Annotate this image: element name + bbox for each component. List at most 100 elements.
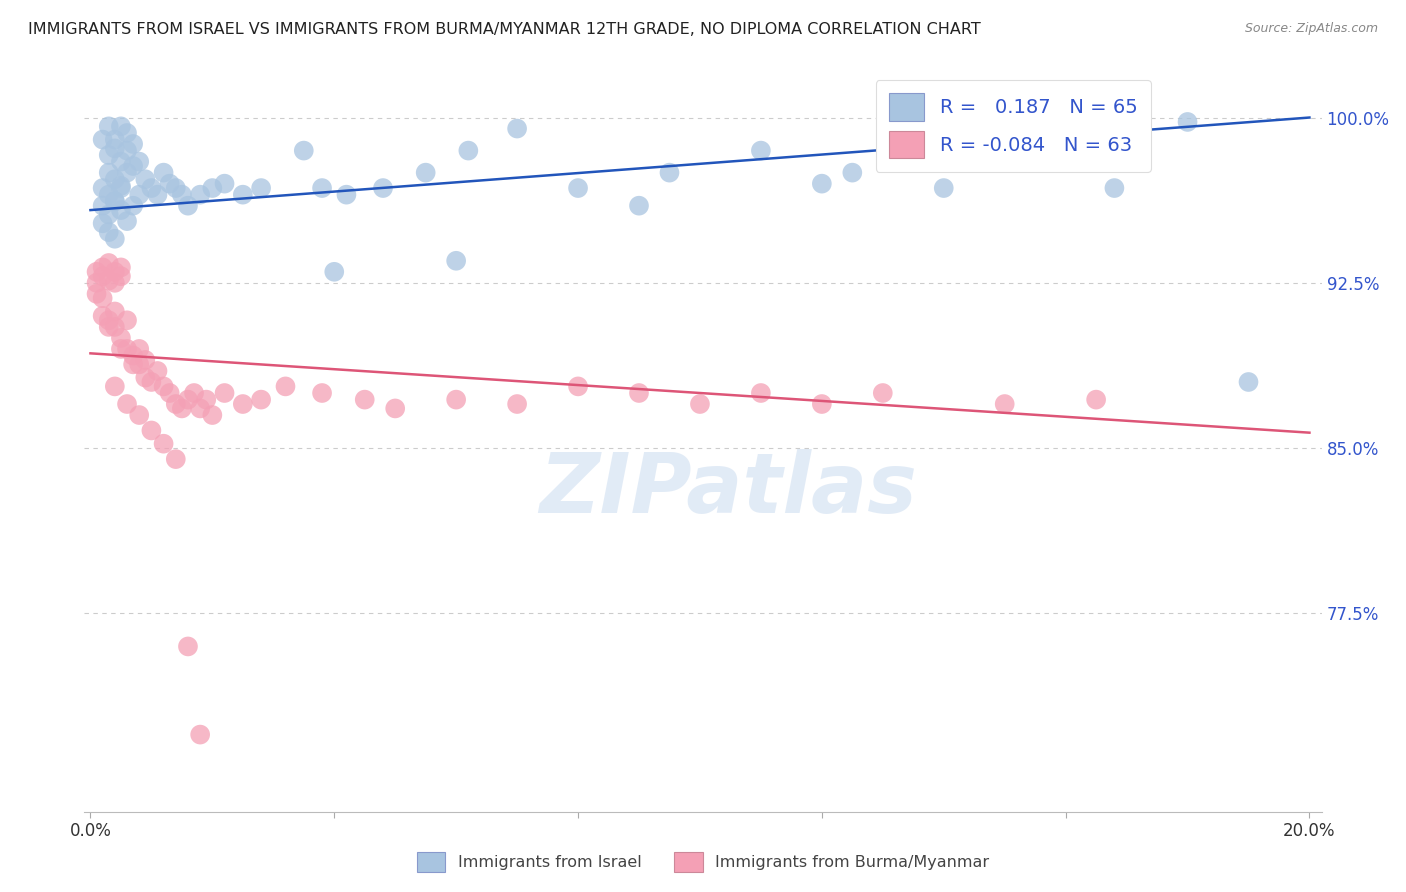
Point xyxy=(311,181,333,195)
Point xyxy=(177,392,200,407)
Point xyxy=(141,181,163,195)
Point xyxy=(188,401,211,416)
Point xyxy=(122,136,145,151)
Point xyxy=(371,181,394,195)
Point xyxy=(872,386,894,401)
Point xyxy=(152,379,174,393)
Point xyxy=(122,199,145,213)
Point xyxy=(110,331,132,345)
Point xyxy=(658,166,681,180)
Point xyxy=(97,148,120,162)
Point xyxy=(567,379,589,393)
Point xyxy=(159,386,181,401)
Point xyxy=(91,269,114,284)
Point xyxy=(97,207,120,221)
Point xyxy=(91,260,114,275)
Point xyxy=(97,256,120,270)
Point xyxy=(97,225,120,239)
Point xyxy=(110,342,132,356)
Point xyxy=(97,319,120,334)
Point xyxy=(128,187,150,202)
Point xyxy=(994,397,1017,411)
Point xyxy=(115,144,138,158)
Point xyxy=(104,194,127,209)
Point xyxy=(91,309,114,323)
Point xyxy=(104,319,127,334)
Point xyxy=(994,115,1017,129)
Point xyxy=(122,357,145,371)
Point xyxy=(141,375,163,389)
Point xyxy=(104,265,127,279)
Point xyxy=(104,172,127,186)
Point xyxy=(110,181,132,195)
Point xyxy=(115,166,138,180)
Point xyxy=(104,194,127,209)
Point xyxy=(170,401,193,416)
Point xyxy=(110,203,132,218)
Point xyxy=(170,187,193,202)
Point xyxy=(749,144,772,158)
Point xyxy=(188,187,211,202)
Point xyxy=(115,397,138,411)
Point xyxy=(311,386,333,401)
Point xyxy=(183,386,205,401)
Point xyxy=(165,181,187,195)
Point xyxy=(152,436,174,450)
Point xyxy=(811,177,834,191)
Point xyxy=(250,392,273,407)
Point xyxy=(292,144,315,158)
Point xyxy=(115,214,138,228)
Point xyxy=(104,232,127,246)
Point xyxy=(811,397,834,411)
Point xyxy=(86,265,108,279)
Point xyxy=(506,121,529,136)
Point xyxy=(177,640,200,654)
Point xyxy=(841,166,863,180)
Point xyxy=(932,181,955,195)
Point xyxy=(97,274,120,288)
Point xyxy=(104,276,127,290)
Point xyxy=(146,187,169,202)
Point xyxy=(104,141,127,155)
Point xyxy=(444,253,467,268)
Point xyxy=(128,357,150,371)
Point xyxy=(141,424,163,438)
Point xyxy=(506,397,529,411)
Point xyxy=(97,313,120,327)
Legend: Immigrants from Israel, Immigrants from Burma/Myanmar: Immigrants from Israel, Immigrants from … xyxy=(409,844,997,880)
Point xyxy=(214,386,236,401)
Point xyxy=(749,386,772,401)
Point xyxy=(134,172,156,186)
Point xyxy=(567,181,589,195)
Point xyxy=(444,392,467,407)
Point xyxy=(91,291,114,305)
Point xyxy=(457,144,479,158)
Point xyxy=(159,177,181,191)
Point xyxy=(128,154,150,169)
Point xyxy=(104,379,127,393)
Point xyxy=(1024,115,1046,129)
Point xyxy=(232,397,254,411)
Text: Source: ZipAtlas.com: Source: ZipAtlas.com xyxy=(1244,22,1378,36)
Point xyxy=(627,386,650,401)
Point xyxy=(110,260,132,275)
Point xyxy=(627,199,650,213)
Point xyxy=(115,313,138,327)
Point xyxy=(91,132,114,146)
Point xyxy=(86,276,108,290)
Point xyxy=(1237,375,1260,389)
Point xyxy=(115,126,138,140)
Point xyxy=(86,286,108,301)
Point xyxy=(1177,115,1199,129)
Point xyxy=(177,199,200,213)
Point xyxy=(97,187,120,202)
Point xyxy=(91,216,114,230)
Point xyxy=(201,181,224,195)
Point xyxy=(188,728,211,742)
Point xyxy=(165,452,187,467)
Point xyxy=(1115,115,1137,129)
Point xyxy=(214,177,236,191)
Point xyxy=(274,379,297,393)
Point xyxy=(97,166,120,180)
Point xyxy=(128,408,150,422)
